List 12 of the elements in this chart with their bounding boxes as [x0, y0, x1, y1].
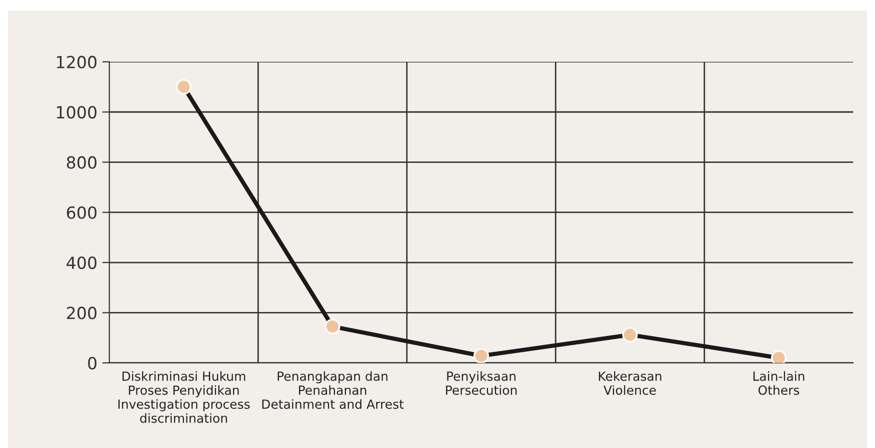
y-tick-label: 800: [66, 156, 96, 169]
y-tick-label: 0: [88, 356, 96, 370]
x-tick-label: Diskriminasi Hukum Proses Penyidikan Investigation process discrimination: [118, 371, 250, 423]
y-tick-label: 400: [66, 256, 96, 270]
x-tick-label: Kekerasan Violence: [598, 371, 662, 395]
x-tick-label: Lain-lain Others: [753, 371, 804, 395]
y-tick-label: 200: [66, 306, 96, 320]
x-tick-label: Penangkapan dan Penahanan Detainment and Arrest: [262, 371, 404, 409]
y-tick-label: 1200: [56, 56, 96, 68]
y-tick-label: 600: [66, 206, 96, 219]
x-tick-label: Penyiksaan Persecution: [446, 371, 517, 395]
y-tick-label: 1000: [56, 106, 96, 119]
